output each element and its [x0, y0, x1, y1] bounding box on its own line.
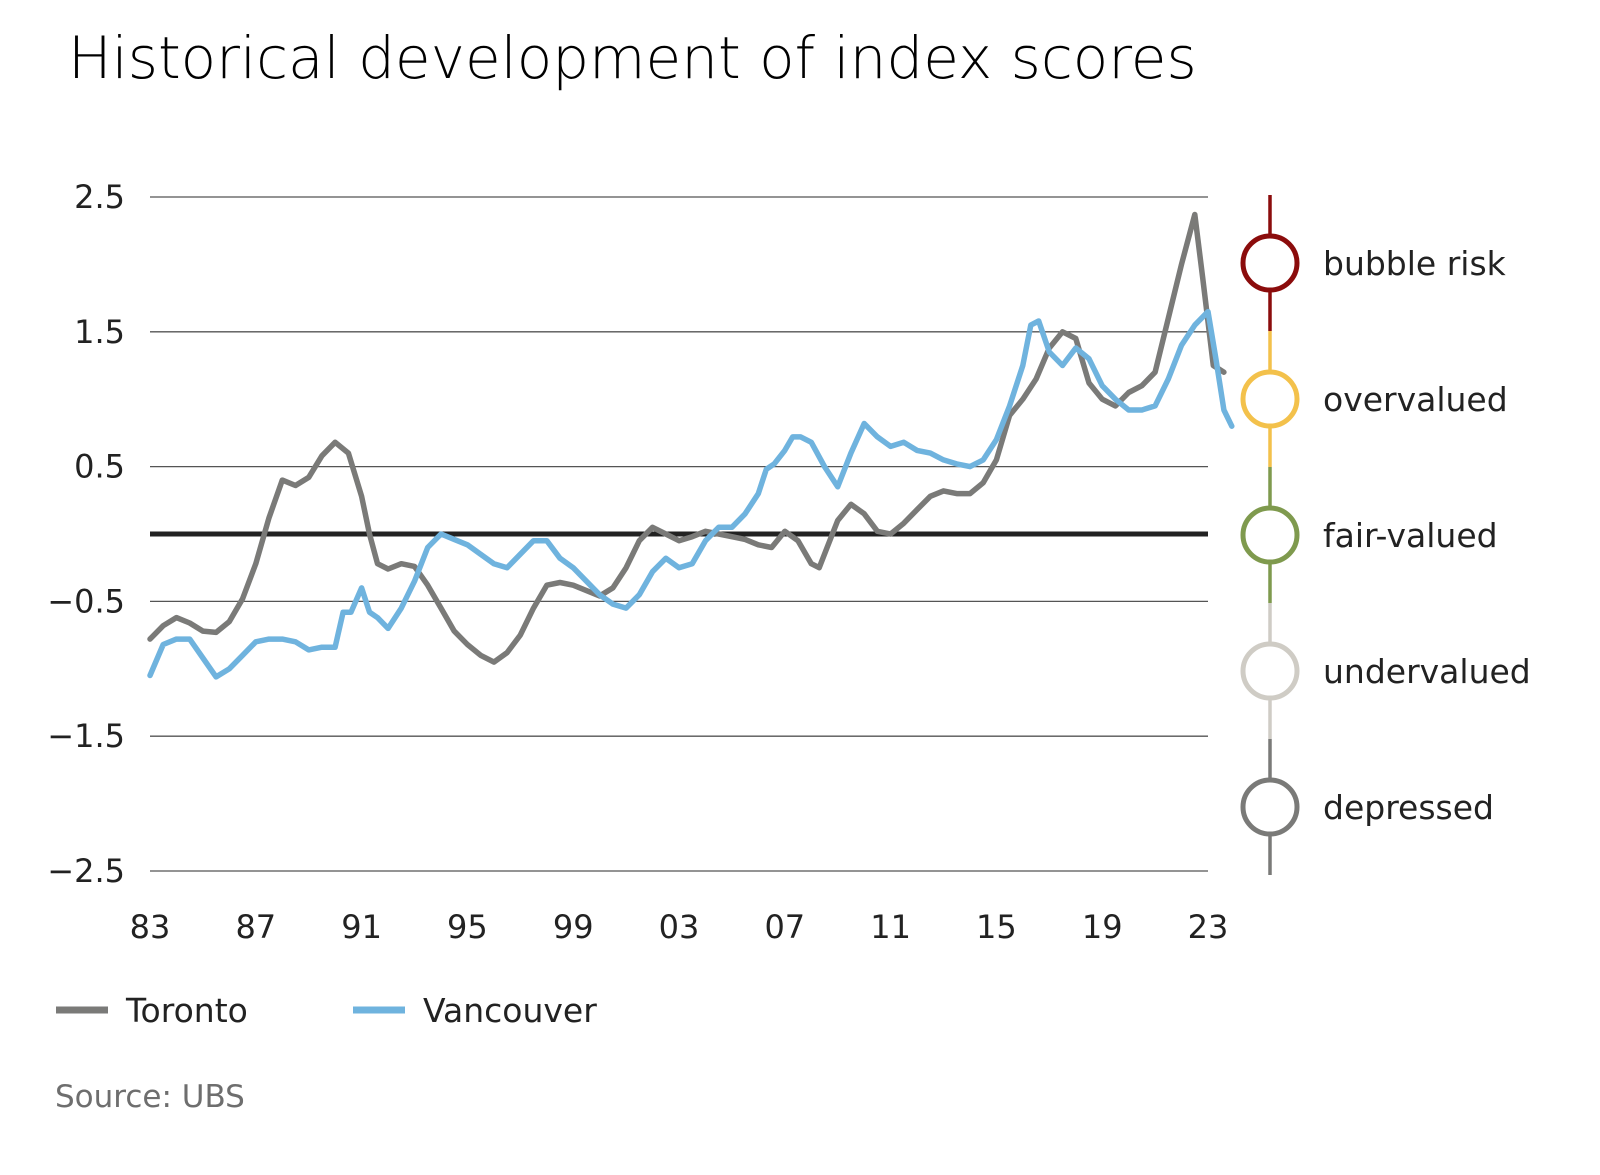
- legend-label-vancouver: Vancouver: [423, 991, 597, 1030]
- series-line-vancouver: [147, 308, 1235, 680]
- x-tick-label: 11: [870, 908, 911, 946]
- grid-lines: [150, 196, 1208, 872]
- source-note: Source: UBS: [55, 1079, 245, 1115]
- y-axis-ticks: 2.5 1.5 0.5 −0.5 −1.5 −2.5: [47, 178, 125, 890]
- series-line-toronto: [147, 211, 1227, 665]
- y-tick-label: −0.5: [47, 582, 125, 620]
- scale-label: bubble risk: [1323, 244, 1507, 283]
- x-tick-label: 95: [447, 908, 488, 946]
- legend-label-toronto: Toronto: [125, 991, 248, 1030]
- x-tick-label: 07: [764, 908, 805, 946]
- y-tick-label: 0.5: [74, 448, 125, 486]
- x-tick-label: 99: [553, 908, 594, 946]
- x-tick-label: 03: [659, 908, 700, 946]
- x-tick-label: 83: [130, 908, 171, 946]
- valuation-scale: bubble risk overvalued fair-valued underval…: [1240, 195, 1531, 875]
- x-axis-ticks: 83 87 91 95 99 03 07 11 15 19 23: [130, 908, 1229, 946]
- x-tick-label: 23: [1188, 908, 1229, 946]
- scale-marker-undervalued: [1240, 641, 1300, 701]
- scale-marker-bubble-risk: [1240, 233, 1300, 293]
- scale-marker-fair-valued: [1240, 505, 1300, 565]
- scale-label: undervalued: [1323, 652, 1531, 691]
- legend: Toronto Vancouver: [56, 991, 597, 1030]
- x-tick-label: 19: [1082, 908, 1123, 946]
- chart-title: Historical development of index scores: [68, 24, 1197, 92]
- scale-marker-overvalued: [1240, 369, 1300, 429]
- y-tick-label: 1.5: [74, 313, 125, 351]
- y-tick-label: 2.5: [74, 178, 125, 216]
- scale-marker-depressed: [1240, 777, 1300, 837]
- x-tick-label: 91: [341, 908, 382, 946]
- scale-label: overvalued: [1323, 380, 1508, 419]
- series-group: [147, 211, 1235, 680]
- y-tick-label: −1.5: [47, 717, 125, 755]
- y-tick-label: −2.5: [47, 852, 125, 890]
- scale-label: depressed: [1323, 788, 1494, 827]
- x-tick-label: 87: [235, 908, 276, 946]
- x-tick-label: 15: [976, 908, 1017, 946]
- scale-label: fair-valued: [1323, 516, 1498, 555]
